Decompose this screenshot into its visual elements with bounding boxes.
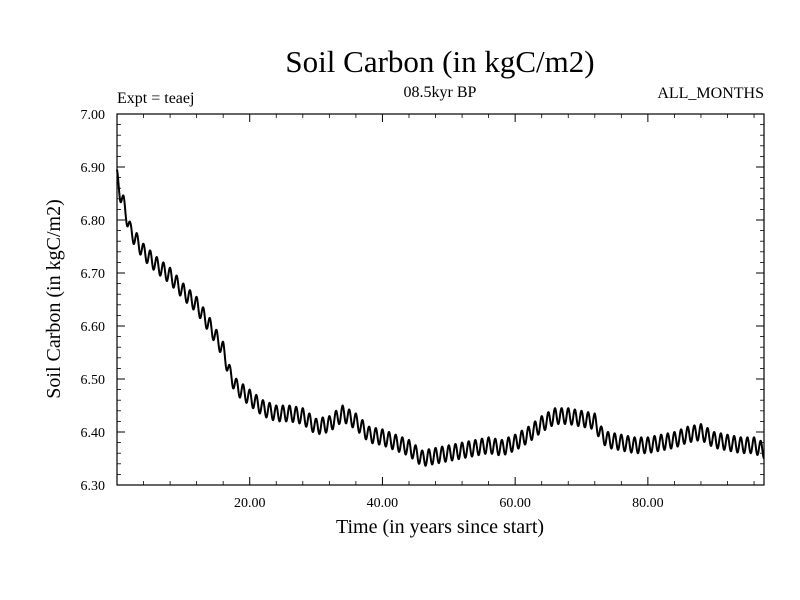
experiment-label: Expt = teaej xyxy=(117,90,194,107)
plot-frame xyxy=(116,113,765,486)
y-tick-label: 7.00 xyxy=(81,108,106,123)
y-tick-label: 6.90 xyxy=(81,161,106,176)
y-tick-label: 6.60 xyxy=(81,320,106,335)
y-tick-label: 6.80 xyxy=(81,214,106,229)
x-tick-label: 40.00 xyxy=(367,496,399,511)
axis-ticks xyxy=(117,113,764,486)
series-line xyxy=(116,169,765,467)
chart-title: Soil Carbon (in kgC/m2) xyxy=(285,44,594,79)
y-tick-label: 6.50 xyxy=(81,373,106,388)
y-tick-label: 6.30 xyxy=(81,479,106,494)
chart-subtitle: 08.5kyr BP xyxy=(404,84,477,101)
y-tick-label: 6.70 xyxy=(81,267,106,282)
y-axis-label: Soil Carbon (in kgC/m2) xyxy=(43,199,65,398)
months-label: ALL_MONTHS xyxy=(657,85,764,102)
x-tick-label: 60.00 xyxy=(499,496,531,511)
x-tick-label: 20.00 xyxy=(234,496,266,511)
y-tick-label: 6.40 xyxy=(81,426,106,441)
x-tick-label: 80.00 xyxy=(632,496,664,511)
plot-content xyxy=(116,169,765,467)
x-axis-label: Time (in years since start) xyxy=(336,516,544,538)
axis-tick-labels: 6.30 6.40 6.50 6.60 6.70 6.80 6.90 7.00 20.00 40.… xyxy=(81,108,664,511)
